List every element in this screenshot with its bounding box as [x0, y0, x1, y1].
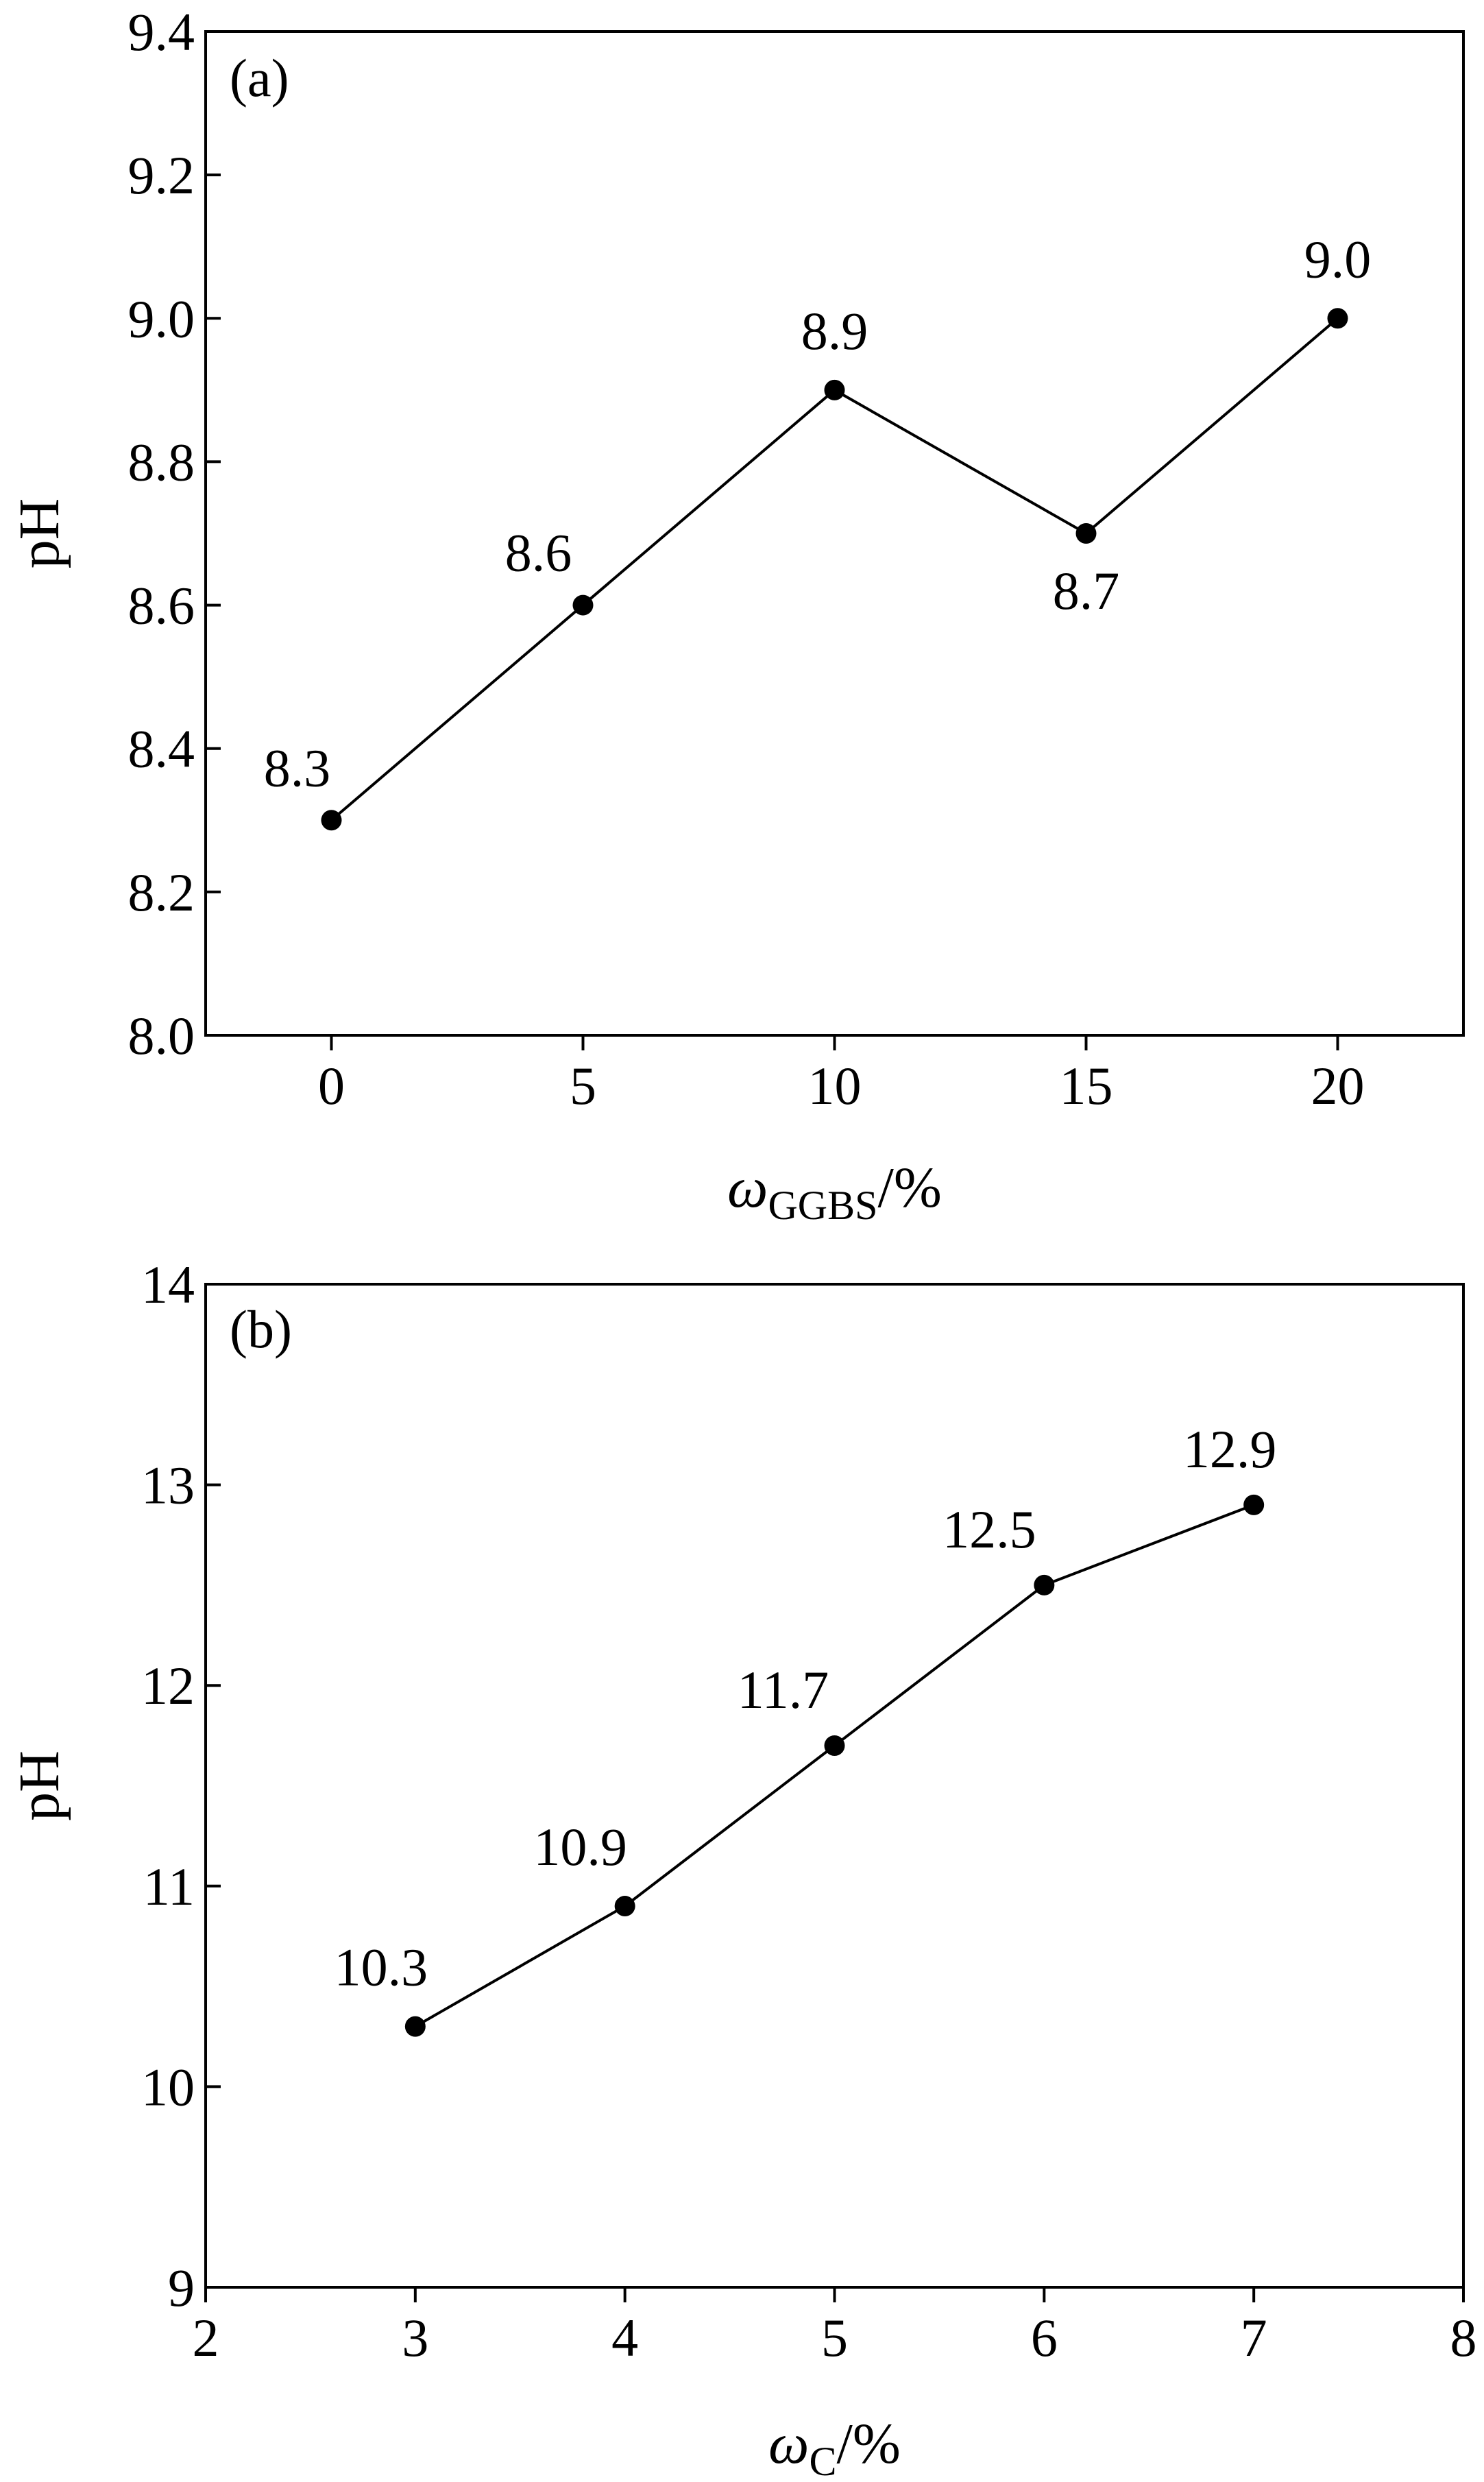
chart-a-data-label: 9.0: [1304, 229, 1372, 289]
chart-a-x-tick-label: 0: [318, 1056, 345, 1116]
chart-a-y-tick-label: 8.8: [128, 432, 195, 492]
chart-b-x-tick-label: 5: [821, 2308, 848, 2367]
chart-b-y-tick-label: 14: [141, 1255, 195, 1314]
chart-b-y-tick-label: 9: [168, 2258, 195, 2317]
chart-b-data-point: [824, 1735, 845, 1756]
chart-a: 8.0 8.2 8.4 8.6 8.8 9.0 9.2 9.4 0 5 10 15 20 (a) pH ωGG…: [8, 2, 1465, 1228]
chart-a-y-tick-label: 8.0: [128, 1006, 195, 1065]
chart-a-y-tick-label: 9.2: [128, 145, 195, 205]
chart-b-y-axis-label: pH: [8, 1750, 71, 1821]
chart-b-data-point: [614, 1896, 635, 1917]
chart-a-x-tick-label: 15: [1060, 1056, 1113, 1116]
chart-a-data-point: [321, 810, 342, 831]
chart-a-data-label: 8.6: [505, 523, 572, 583]
chart-b-data-label: 10.3: [334, 1938, 428, 1997]
chart-a-data-point: [1327, 308, 1348, 329]
chart-b: 9 10 11 12 13 14 2 3 4 5 6 7 8 (b) pH ωC/% 10.3 10.9 11.7 1…: [8, 1255, 1477, 2482]
chart-b-series-line: [414, 1503, 1254, 2028]
chart-b-x-tick-label: 7: [1241, 2308, 1267, 2367]
chart-b-data-point: [404, 2016, 426, 2037]
chart-b-x-axis-unit: /%: [837, 2412, 901, 2476]
chart-b-data-point: [1034, 1574, 1055, 1595]
chart-a-x-tick-label: 5: [570, 1056, 596, 1116]
chart-a-plot-frame: [204, 30, 1465, 1037]
chart-a-data-point: [1075, 523, 1097, 544]
chart-a-y-tick-label: 8.6: [128, 576, 195, 636]
chart-b-data-label: 11.7: [738, 1660, 829, 1720]
chart-a-data-point: [572, 594, 594, 616]
chart-b-data-label: 12.9: [1183, 1419, 1277, 1479]
chart-a-panel-label: (a): [230, 48, 289, 108]
chart-b-y-tick-label: 12: [141, 1656, 195, 1715]
chart-a-data-label: 8.9: [801, 301, 868, 361]
chart-b-x-tick-label: 8: [1450, 2308, 1477, 2367]
chart-a-x-axis-unit: /%: [878, 1156, 942, 1220]
chart-a-y-axis-label: pH: [8, 498, 71, 569]
chart-b-x-axis-symbol: ω: [768, 2412, 809, 2476]
chart-a-x-axis-symbol: ω: [727, 1156, 768, 1220]
chart-b-x-axis-subscript: C: [809, 2439, 836, 2482]
chart-b-data-label: 10.9: [533, 1817, 627, 1877]
chart-b-data-label: 12.5: [942, 1499, 1036, 1559]
chart-b-y-tick-label: 10: [141, 2057, 195, 2117]
chart-a-y-tick-label: 8.4: [128, 719, 195, 779]
chart-a-y-tick-label: 9.4: [128, 2, 195, 62]
chart-a-x-axis-label: ωGGBS/%: [727, 1156, 942, 1228]
chart-b-panel-label: (b): [230, 1299, 292, 1359]
chart-b-y-tick-label: 11: [143, 1857, 195, 1916]
chart-b-x-tick-label: 4: [611, 2308, 638, 2367]
chart-a-data-label: 8.3: [264, 738, 331, 797]
chart-b-y-tick-label: 13: [141, 1456, 195, 1515]
chart-a-x-tick-label: 20: [1311, 1056, 1365, 1116]
chart-b-x-axis-label: ωC/%: [768, 2412, 901, 2482]
chart-b-x-tick-label: 2: [193, 2308, 219, 2367]
chart-a-y-tick-label: 9.0: [128, 289, 195, 348]
chart-a-x-tick-label: 10: [808, 1056, 862, 1116]
chart-b-data-point: [1243, 1494, 1265, 1515]
chart-a-y-tick-label: 8.2: [128, 863, 195, 922]
chart-b-x-tick-label: 3: [402, 2308, 428, 2367]
chart-b-x-tick-label: 6: [1031, 2308, 1058, 2367]
chart-a-data-label: 8.7: [1053, 561, 1120, 620]
chart-a-x-axis-subscript: GGBS: [768, 1183, 877, 1228]
chart-a-data-point: [824, 379, 845, 400]
